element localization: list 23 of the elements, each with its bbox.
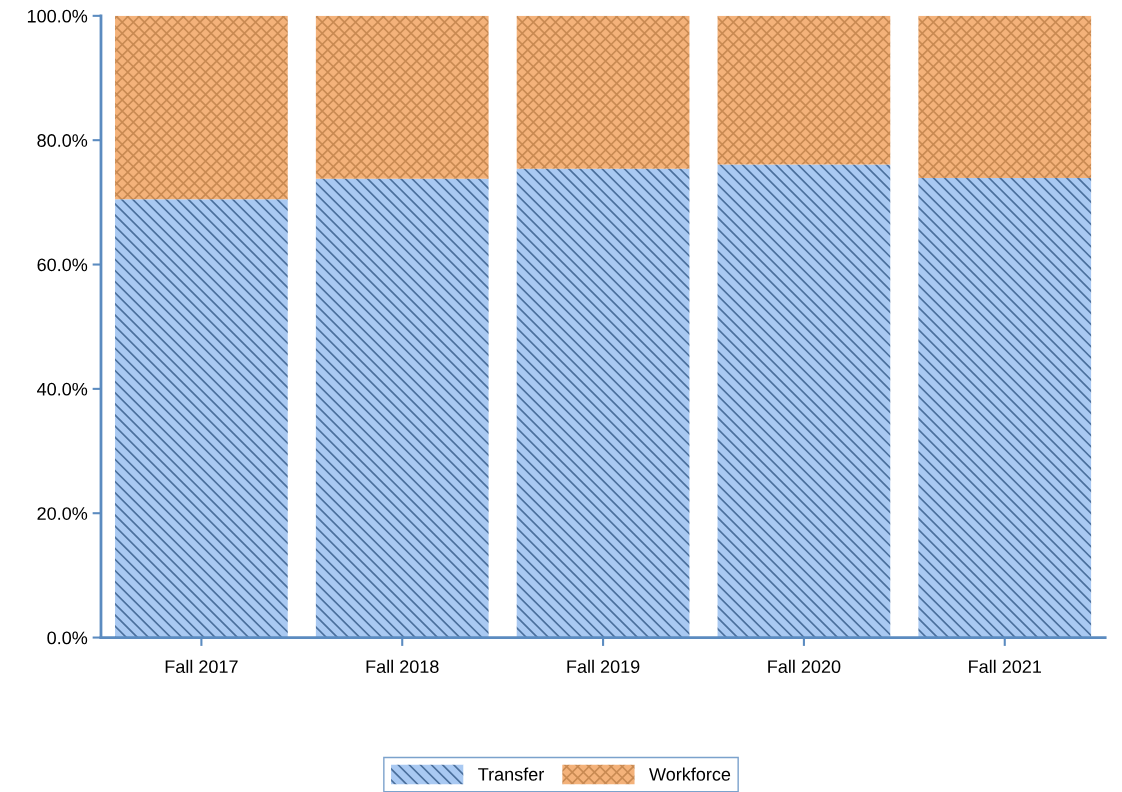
x-tick-label: Fall 2021 (969, 659, 1042, 674)
x-tick-label: Fall 2017 (165, 659, 238, 674)
y-tick-label: 20.0% (37, 507, 88, 520)
bar (516, 168, 690, 638)
y-tick-label: 0.0% (47, 631, 88, 645)
bar (315, 178, 489, 638)
bar (918, 15, 1092, 179)
bar (115, 15, 288, 200)
bar (115, 199, 288, 638)
bar (717, 164, 891, 638)
bar (315, 15, 489, 179)
y-tick-label: 40.0% (37, 382, 88, 396)
bar (516, 15, 690, 169)
y-tick-label: 80.0% (37, 134, 88, 147)
x-tick-label: Fall 2019 (567, 659, 640, 674)
bar (717, 15, 891, 165)
bar (918, 178, 1092, 638)
y-tick-label: 60.0% (37, 258, 88, 272)
legend-label: Transfer (478, 767, 544, 781)
x-tick-label: Fall 2018 (366, 659, 439, 674)
legend-label: Workforce (649, 767, 731, 781)
x-tick-label: Fall 2020 (768, 659, 841, 674)
y-tick-label: 100.0% (27, 9, 88, 23)
